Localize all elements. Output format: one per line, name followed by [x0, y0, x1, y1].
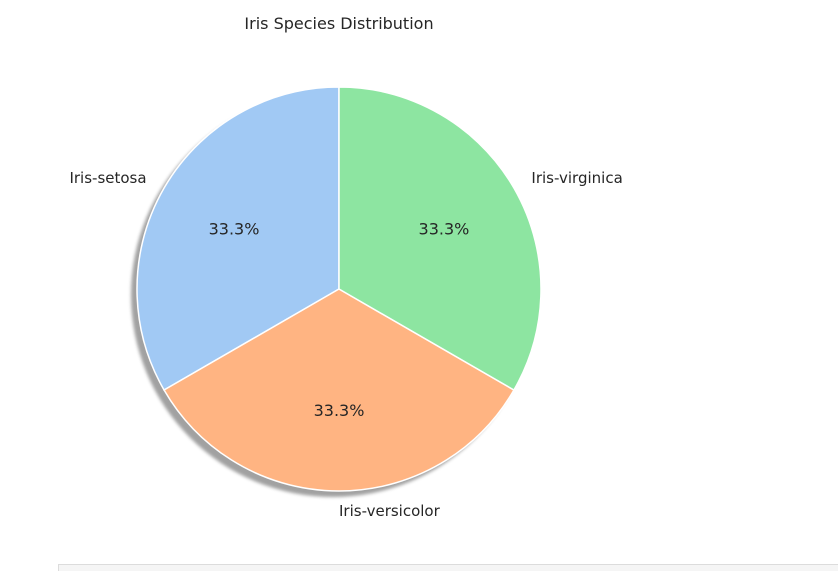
pie-slices — [136, 86, 542, 492]
chart-title: Iris Species Distribution — [244, 14, 433, 33]
slice-label-iris-versicolor: Iris-versicolor — [339, 502, 441, 520]
slice-label-iris-setosa: Iris-setosa — [69, 169, 146, 187]
pct-label-iris-virginica: 33.3% — [419, 219, 470, 238]
pie-slice-iris-virginica — [338, 86, 542, 392]
pie-slice-iris-versicolor — [163, 288, 515, 492]
pct-label-iris-setosa: 33.3% — [209, 219, 260, 238]
pie-labels: Iris-setosa 33.3% Iris-versicolor 33.3% Iris… — [69, 169, 622, 520]
pct-label-iris-versicolor: 33.3% — [314, 401, 365, 420]
bottom-panel-edge — [58, 564, 838, 571]
slice-label-iris-virginica: Iris-virginica — [531, 169, 622, 187]
pie-slice-iris-setosa — [136, 86, 340, 392]
